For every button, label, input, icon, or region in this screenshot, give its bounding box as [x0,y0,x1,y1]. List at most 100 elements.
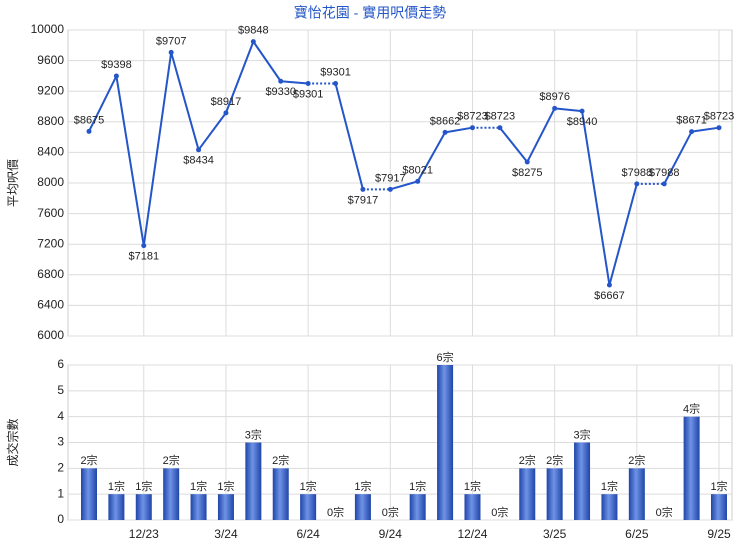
value-label: 1宗 [710,479,727,493]
y-tick-label: 8400 [37,145,64,159]
bar [464,494,481,520]
value-label: 2宗 [272,453,289,467]
bar [683,416,700,520]
y-tick-label: 10000 [31,22,65,36]
x-tick-label: 12/23 [129,527,159,541]
x-tick-label: 9/24 [379,527,403,541]
point [141,243,147,249]
line-segment [554,107,583,113]
point [689,129,695,135]
value-label: $8662 [430,115,461,127]
point [360,186,366,192]
value-label: $9398 [101,59,132,71]
x-tick-label: 9/25 [707,527,731,541]
bar [272,468,289,520]
value-label: $8917 [211,96,242,108]
value-label: $9330 [265,86,296,98]
line-segment [691,126,720,133]
y-tick-label: 4 [57,409,64,423]
value-label: $9301 [320,66,351,78]
value-label: 4宗 [683,402,700,416]
point [661,181,667,187]
line-segment [170,52,200,151]
value-label: $7181 [128,251,159,263]
value-label: $8675 [74,114,105,126]
value-label: 1宗 [135,479,152,493]
value-label: 1宗 [601,479,618,493]
y-tick-label: 8000 [37,175,64,189]
point [606,282,612,288]
y-tick-label: 6400 [37,298,64,312]
line-segment [115,75,145,246]
value-label: $8723 [457,111,488,123]
value-label: 1宗 [464,479,481,493]
value-label: 0宗 [382,505,399,519]
line-segment [88,75,118,132]
point [415,178,421,184]
chart-title: 寶怡花園 - 實用呎價走勢 [294,5,446,21]
value-label: 2宗 [546,453,563,467]
point [579,108,585,114]
y-tick-label: 6000 [37,328,64,342]
value-label: 0宗 [327,505,344,519]
bar [601,494,618,520]
value-label: 3宗 [245,427,262,441]
point [168,49,174,55]
value-label: 2宗 [628,453,645,467]
y-tick-label: 1 [57,486,64,500]
value-label: 1宗 [108,479,125,493]
line-segment [252,41,282,82]
bar [245,442,262,520]
y-tick-label: 9200 [37,83,64,97]
point [305,80,311,86]
value-label: $9301 [293,88,324,100]
point [387,186,393,192]
bar [409,494,426,520]
point [113,73,119,79]
bar [711,494,727,520]
bar [574,442,591,520]
point [442,129,448,135]
point [250,39,256,45]
y-tick-label: 0 [57,512,64,526]
y-axis-label: 平均呎價 [6,159,20,207]
value-label: $8434 [183,155,214,167]
value-label: $8275 [512,167,543,179]
y-tick-label: 6800 [37,267,64,281]
y-tick-label: 9600 [37,53,64,67]
value-label: $8723 [704,111,735,123]
x-tick-label: 3/24 [214,527,238,541]
bar [108,494,125,520]
y-tick-label: 7600 [37,206,64,220]
value-label: 2宗 [519,453,536,467]
line-segment [444,126,473,134]
value-label: $9707 [156,35,187,47]
y-tick-label: 8800 [37,114,64,128]
point [196,147,202,153]
point [497,125,503,131]
value-label: 1宗 [190,479,207,493]
line-segment [608,183,638,286]
point [469,125,475,131]
x-tick-label: 6/25 [625,527,649,541]
value-label: $7917 [375,172,406,184]
point [223,110,229,116]
line-segment [334,83,364,190]
bar [437,365,454,520]
point [552,105,558,111]
point [634,181,640,187]
value-label: $6667 [594,290,625,302]
line-segment [581,110,611,286]
value-label: $7988 [649,167,680,179]
value-label: 0宗 [491,505,508,519]
value-label: 1宗 [217,479,234,493]
y-tick-label: 6 [57,357,64,371]
line-segment [142,52,173,246]
value-label: 2宗 [80,453,97,467]
bar [354,494,371,520]
line-segment [197,112,227,151]
value-label: 1宗 [409,479,426,493]
y-tick-label: 7200 [37,236,64,250]
bar [135,494,152,520]
